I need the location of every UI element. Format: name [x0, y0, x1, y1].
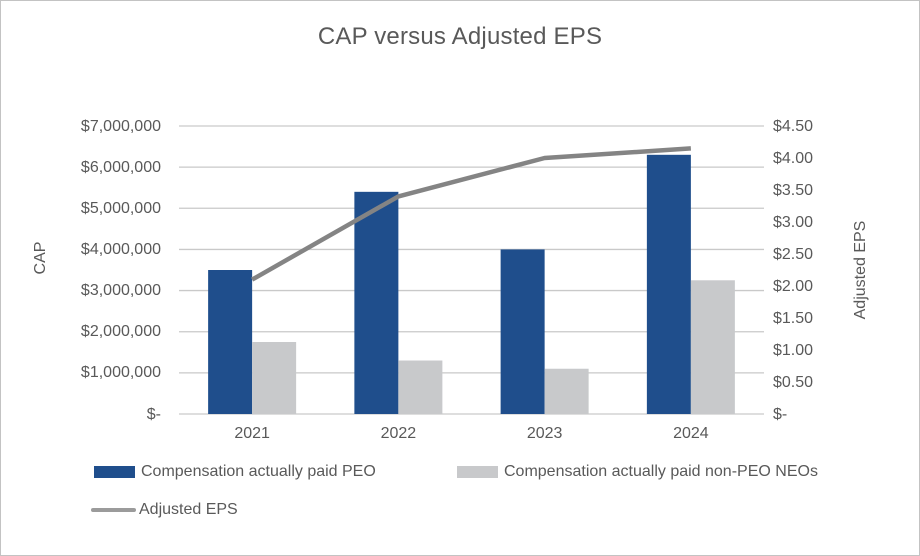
legend-swatch-eps-line-icon [91, 508, 136, 512]
legend-swatch-non-peo-bar-icon [457, 466, 498, 478]
adjusted-eps-line [251, 146, 692, 282]
bar-peo-2022 [354, 191, 399, 414]
plot-area [179, 125, 764, 415]
right-axis-tick-label: $3.00 [773, 213, 814, 231]
chart-title: CAP versus Adjusted EPS [317, 23, 603, 50]
right-axis-tick-label: $0.50 [773, 373, 814, 391]
x-axis-label-2023: 2023 [526, 425, 563, 442]
legend-item-eps: Adjusted EPS [91, 501, 238, 519]
right-axis-tick-label: $4.00 [773, 149, 814, 167]
x-axis-label-2022: 2022 [380, 425, 417, 442]
right-axis-title: Adjusted EPS [852, 220, 869, 320]
left-axis-title: CAP [32, 241, 49, 275]
left-axis-tick-label: $6,000,000 [80, 158, 161, 176]
x-axis-label-2024: 2024 [673, 425, 709, 442]
right-axis-tick-label: $4.50 [773, 117, 814, 135]
bar-non-peo-2021 [252, 342, 297, 414]
left-axis-tick-label: $5,000,000 [80, 199, 161, 217]
left-axis-tick-label: $2,000,000 [80, 323, 161, 341]
left-axis-tick-label: $4,000,000 [80, 240, 161, 258]
legend-item-peo: Compensation actually paid PEO [94, 463, 376, 481]
right-axis-tick-label: $2.00 [773, 277, 814, 295]
bar-non-peo-2023 [544, 368, 589, 414]
bar-non-peo-2022 [398, 360, 443, 414]
left-axis-tick-label: $7,000,000 [80, 117, 161, 135]
right-axis-tick-label: $3.50 [773, 181, 814, 199]
x-axis-label-2021: 2021 [234, 425, 270, 442]
legend-label-non-peo: Compensation actually paid non-PEO NEOs [504, 463, 818, 480]
right-axis-tick-label: $1.00 [773, 341, 814, 359]
legend-label-eps: Adjusted EPS [139, 501, 238, 518]
legend-label-peo: Compensation actually paid PEO [141, 463, 376, 480]
bar-peo-2024 [646, 154, 691, 415]
legend-item-non-peo: Compensation actually paid non-PEO NEOs [457, 463, 818, 481]
right-axis-tick-label: $- [773, 405, 788, 423]
right-axis-tick-label: $2.50 [773, 245, 814, 263]
bar-peo-2023 [500, 249, 545, 414]
right-axis-tick-label: $1.50 [773, 309, 814, 327]
legend-swatch-peo-bar-icon [94, 466, 135, 478]
left-axis-tick-label: $1,000,000 [80, 364, 161, 382]
left-axis-tick-label: $3,000,000 [80, 282, 161, 300]
bar-peo-2021 [208, 270, 253, 414]
bar-non-peo-2024 [690, 280, 735, 414]
left-axis-tick-label: $- [146, 405, 161, 423]
